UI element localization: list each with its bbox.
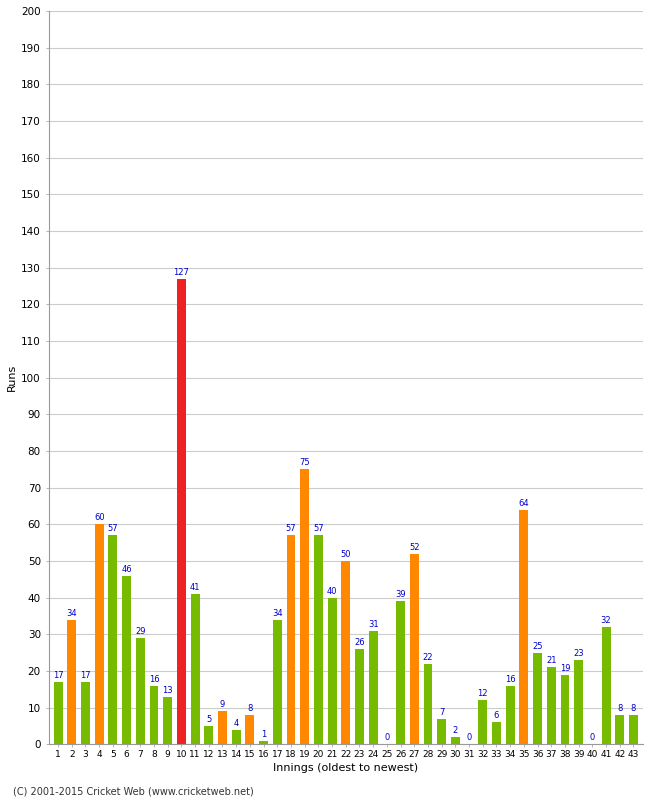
Text: (C) 2001-2015 Cricket Web (www.cricketweb.net): (C) 2001-2015 Cricket Web (www.cricketwe… (13, 786, 254, 796)
Bar (190, 594, 200, 744)
Bar (95, 524, 103, 744)
Text: 0: 0 (590, 734, 595, 742)
Bar (451, 737, 460, 744)
Bar (273, 620, 281, 744)
Text: 8: 8 (247, 704, 253, 713)
Text: 29: 29 (135, 627, 146, 636)
Y-axis label: Runs: Runs (7, 364, 17, 391)
Bar (410, 554, 419, 744)
Bar (328, 598, 337, 744)
Text: 75: 75 (300, 458, 310, 467)
Bar (506, 686, 515, 744)
Text: 40: 40 (327, 587, 337, 596)
Text: 41: 41 (190, 583, 200, 592)
Bar (136, 638, 145, 744)
Text: 60: 60 (94, 514, 105, 522)
Text: 13: 13 (162, 686, 173, 695)
Text: 57: 57 (285, 525, 296, 534)
Text: 46: 46 (122, 565, 132, 574)
Text: 16: 16 (149, 675, 159, 684)
Text: 9: 9 (220, 701, 225, 710)
Text: 0: 0 (384, 734, 389, 742)
Bar (355, 649, 364, 744)
X-axis label: Innings (oldest to newest): Innings (oldest to newest) (273, 763, 419, 773)
Text: 52: 52 (409, 543, 419, 552)
Text: 6: 6 (494, 711, 499, 721)
Text: 1: 1 (261, 730, 266, 739)
Bar (246, 715, 254, 744)
Text: 5: 5 (206, 715, 211, 724)
Bar (204, 726, 213, 744)
Bar (616, 715, 624, 744)
Text: 23: 23 (573, 649, 584, 658)
Bar (560, 674, 569, 744)
Bar (218, 711, 227, 744)
Bar (109, 535, 118, 744)
Text: 32: 32 (601, 616, 612, 625)
Text: 2: 2 (453, 726, 458, 735)
Bar (574, 660, 583, 744)
Bar (547, 667, 556, 744)
Bar (163, 697, 172, 744)
Text: 7: 7 (439, 708, 445, 717)
Text: 16: 16 (505, 675, 515, 684)
Text: 57: 57 (313, 525, 324, 534)
Text: 17: 17 (80, 671, 91, 680)
Text: 34: 34 (66, 609, 77, 618)
Text: 50: 50 (341, 550, 351, 559)
Bar (492, 722, 501, 744)
Bar (519, 510, 528, 744)
Text: 21: 21 (546, 657, 556, 666)
Bar (341, 561, 350, 744)
Bar (314, 535, 323, 744)
Bar (177, 278, 186, 744)
Text: 0: 0 (467, 734, 472, 742)
Bar (602, 627, 610, 744)
Bar (478, 700, 488, 744)
Bar (287, 535, 296, 744)
Text: 34: 34 (272, 609, 283, 618)
Bar (81, 682, 90, 744)
Text: 19: 19 (560, 664, 570, 673)
Text: 57: 57 (107, 525, 118, 534)
Text: 17: 17 (53, 671, 64, 680)
Bar (629, 715, 638, 744)
Bar (424, 664, 432, 744)
Text: 127: 127 (174, 268, 189, 277)
Bar (300, 470, 309, 744)
Bar (437, 718, 446, 744)
Text: 64: 64 (519, 499, 529, 508)
Bar (150, 686, 159, 744)
Bar (122, 576, 131, 744)
Text: 8: 8 (630, 704, 636, 713)
Text: 39: 39 (395, 590, 406, 599)
Text: 25: 25 (532, 642, 543, 651)
Text: 12: 12 (478, 690, 488, 698)
Bar (54, 682, 62, 744)
Bar (259, 741, 268, 744)
Text: 22: 22 (422, 653, 433, 662)
Text: 26: 26 (354, 638, 365, 647)
Bar (68, 620, 76, 744)
Text: 8: 8 (617, 704, 623, 713)
Bar (533, 653, 542, 744)
Text: 4: 4 (233, 719, 239, 728)
Bar (396, 602, 405, 744)
Bar (369, 630, 378, 744)
Text: 31: 31 (368, 620, 378, 629)
Bar (232, 730, 240, 744)
